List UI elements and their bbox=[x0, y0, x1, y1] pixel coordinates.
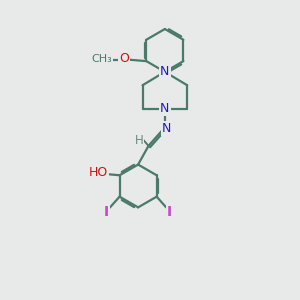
Text: I: I bbox=[104, 205, 110, 219]
Text: N: N bbox=[162, 122, 171, 135]
Text: HO: HO bbox=[88, 166, 107, 179]
Text: I: I bbox=[167, 205, 172, 219]
Text: H: H bbox=[135, 134, 143, 147]
Text: N: N bbox=[160, 103, 170, 116]
Text: O: O bbox=[119, 52, 129, 65]
Text: CH₃: CH₃ bbox=[92, 54, 112, 64]
Text: N: N bbox=[160, 65, 170, 78]
